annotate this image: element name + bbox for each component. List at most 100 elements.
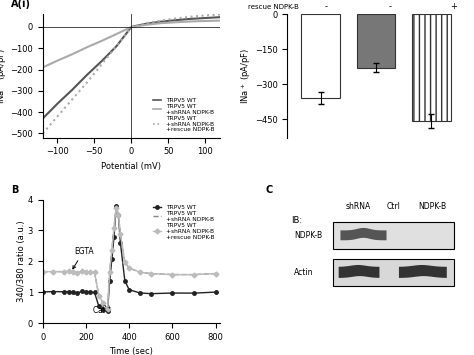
TRPV5 WT xyxy=(116,213,121,217)
TRPV5 WT xyxy=(170,291,175,295)
Text: Actin: Actin xyxy=(294,268,314,277)
TRPV5 WT
+shRNA NDPK-B
+rescue NDPK-B xyxy=(105,307,110,311)
TRPV5 WT xyxy=(111,235,117,239)
TRPV5 WT
+shRNA NDPK-B xyxy=(105,307,110,311)
Text: rescue NDPK-B: rescue NDPK-B xyxy=(248,4,299,10)
Polygon shape xyxy=(338,265,380,278)
Y-axis label: INa$^+$ (pA/pF): INa$^+$ (pA/pF) xyxy=(239,48,253,104)
TRPV5 WT xyxy=(118,241,123,245)
TRPV5 WT xyxy=(113,204,119,208)
TRPV5 WT
+shRNA NDPK-B xyxy=(79,269,84,274)
TRPV5 WT xyxy=(87,290,93,295)
TRPV5 WT xyxy=(109,257,115,261)
TRPV5 WT
+shRNA NDPK-B
+rescue NDPK-B xyxy=(113,206,119,210)
TRPV5 WT
+shRNA NDPK-B xyxy=(170,272,175,277)
TRPV5 WT
+shRNA NDPK-B
+rescue NDPK-B xyxy=(91,270,97,274)
Bar xyxy=(301,14,340,98)
TRPV5 WT
+shRNA NDPK-B xyxy=(91,270,97,274)
TRPV5 WT xyxy=(96,304,102,308)
TRPV5 WT
+shRNA NDPK-B
+rescue NDPK-B xyxy=(137,270,143,274)
TRPV5 WT
+shRNA NDPK-B
+rescue NDPK-B xyxy=(170,273,175,277)
X-axis label: Time (sec): Time (sec) xyxy=(109,347,153,355)
TRPV5 WT xyxy=(105,309,110,313)
Y-axis label: INa$^+$ (pA/pF): INa$^+$ (pA/pF) xyxy=(0,48,9,104)
TRPV5 WT
+shRNA NDPK-B xyxy=(107,269,112,274)
TRPV5 WT
+shRNA NDPK-B xyxy=(122,260,128,264)
Polygon shape xyxy=(399,265,447,278)
TRPV5 WT xyxy=(74,291,80,295)
TRPV5 WT
+shRNA NDPK-B xyxy=(74,271,80,275)
TRPV5 WT
+shRNA NDPK-B
+rescue NDPK-B xyxy=(111,225,117,230)
TRPV5 WT
+shRNA NDPK-B
+rescue NDPK-B xyxy=(74,271,80,275)
TRPV5 WT
+shRNA NDPK-B
+rescue NDPK-B xyxy=(148,272,154,276)
Text: A(i): A(i) xyxy=(11,0,31,9)
TRPV5 WT
+shRNA NDPK-B
+rescue NDPK-B xyxy=(96,294,102,298)
TRPV5 WT
+shRNA NDPK-B
+rescue NDPK-B xyxy=(51,269,56,274)
TRPV5 WT
+shRNA NDPK-B
+rescue NDPK-B xyxy=(109,248,115,252)
Legend: TRPV5 WT, TRPV5 WT
+shRNA NDPK-B, TRPV5 WT
+shRNA NDPK-B
+rescue NDPK-B: TRPV5 WT, TRPV5 WT +shRNA NDPK-B, TRPV5 … xyxy=(150,202,217,242)
Text: -: - xyxy=(325,2,328,11)
Text: -: - xyxy=(389,2,392,11)
Text: C: C xyxy=(266,185,273,195)
TRPV5 WT
+shRNA NDPK-B
+rescue NDPK-B xyxy=(66,269,72,273)
TRPV5 WT
+shRNA NDPK-B
+rescue NDPK-B xyxy=(62,269,67,274)
TRPV5 WT
+shRNA NDPK-B
+rescue NDPK-B xyxy=(79,269,84,273)
TRPV5 WT
+shRNA NDPK-B
+rescue NDPK-B xyxy=(87,270,93,274)
TRPV5 WT
+shRNA NDPK-B
+rescue NDPK-B xyxy=(83,269,89,274)
Line: TRPV5 WT
+shRNA NDPK-B: TRPV5 WT +shRNA NDPK-B xyxy=(43,208,216,309)
TRPV5 WT xyxy=(79,289,84,294)
TRPV5 WT
+shRNA NDPK-B
+rescue NDPK-B xyxy=(126,266,132,270)
TRPV5 WT xyxy=(40,290,46,294)
TRPV5 WT
+shRNA NDPK-B
+rescue NDPK-B xyxy=(107,270,112,274)
TRPV5 WT xyxy=(91,290,97,295)
TRPV5 WT
+shRNA NDPK-B xyxy=(191,272,197,277)
TRPV5 WT xyxy=(66,289,72,294)
TRPV5 WT
+shRNA NDPK-B xyxy=(213,272,219,276)
TRPV5 WT
+shRNA NDPK-B xyxy=(51,269,56,274)
Text: B: B xyxy=(11,185,18,195)
FancyBboxPatch shape xyxy=(333,222,454,249)
Text: NDPK-B: NDPK-B xyxy=(294,231,322,240)
Y-axis label: 340/380 ratio (a.u.): 340/380 ratio (a.u.) xyxy=(17,220,26,302)
TRPV5 WT
+shRNA NDPK-B xyxy=(83,269,89,274)
TRPV5 WT
+shRNA NDPK-B
+rescue NDPK-B xyxy=(118,232,123,236)
TRPV5 WT xyxy=(70,290,76,294)
Bar xyxy=(412,14,451,121)
TRPV5 WT
+shRNA NDPK-B xyxy=(113,206,119,210)
TRPV5 WT
+shRNA NDPK-B xyxy=(70,270,76,274)
TRPV5 WT
+shRNA NDPK-B xyxy=(116,213,121,217)
TRPV5 WT xyxy=(213,290,219,294)
FancyBboxPatch shape xyxy=(333,259,454,286)
Polygon shape xyxy=(340,228,386,240)
TRPV5 WT xyxy=(62,290,67,294)
TRPV5 WT xyxy=(122,279,128,283)
TRPV5 WT
+shRNA NDPK-B xyxy=(100,301,106,305)
TRPV5 WT
+shRNA NDPK-B
+rescue NDPK-B xyxy=(191,273,197,277)
X-axis label: Potential (mV): Potential (mV) xyxy=(101,162,161,171)
TRPV5 WT
+shRNA NDPK-B xyxy=(148,272,154,276)
TRPV5 WT
+shRNA NDPK-B
+rescue NDPK-B xyxy=(70,270,76,274)
Text: +: + xyxy=(450,2,457,11)
Text: IB:: IB: xyxy=(291,215,302,225)
TRPV5 WT
+shRNA NDPK-B
+rescue NDPK-B xyxy=(122,260,128,264)
TRPV5 WT
+shRNA NDPK-B
+rescue NDPK-B xyxy=(100,301,106,305)
Text: Ca$^{2+}$: Ca$^{2+}$ xyxy=(92,304,113,316)
TRPV5 WT
+shRNA NDPK-B xyxy=(66,269,72,274)
TRPV5 WT xyxy=(191,291,197,295)
TRPV5 WT
+shRNA NDPK-B xyxy=(87,270,93,274)
TRPV5 WT
+shRNA NDPK-B xyxy=(111,225,117,230)
TRPV5 WT
+shRNA NDPK-B xyxy=(40,270,46,274)
TRPV5 WT xyxy=(100,308,106,312)
TRPV5 WT
+shRNA NDPK-B
+rescue NDPK-B xyxy=(40,269,46,274)
TRPV5 WT xyxy=(126,288,132,292)
Text: NDPK-B: NDPK-B xyxy=(419,202,447,211)
TRPV5 WT xyxy=(83,290,89,294)
TRPV5 WT
+shRNA NDPK-B
+rescue NDPK-B xyxy=(116,213,121,217)
TRPV5 WT
+shRNA NDPK-B xyxy=(118,232,123,236)
TRPV5 WT
+shRNA NDPK-B xyxy=(96,294,102,298)
TRPV5 WT xyxy=(137,291,143,295)
Legend: TRPV5 WT, TRPV5 WT
+shRNA NDPK-B, TRPV5 WT
+shRNA NDPK-B
+rescue NDPK-B: TRPV5 WT, TRPV5 WT +shRNA NDPK-B, TRPV5 … xyxy=(150,95,217,135)
TRPV5 WT
+shRNA NDPK-B xyxy=(62,269,67,274)
Text: EGTA: EGTA xyxy=(73,247,94,269)
TRPV5 WT
+shRNA NDPK-B xyxy=(126,266,132,270)
